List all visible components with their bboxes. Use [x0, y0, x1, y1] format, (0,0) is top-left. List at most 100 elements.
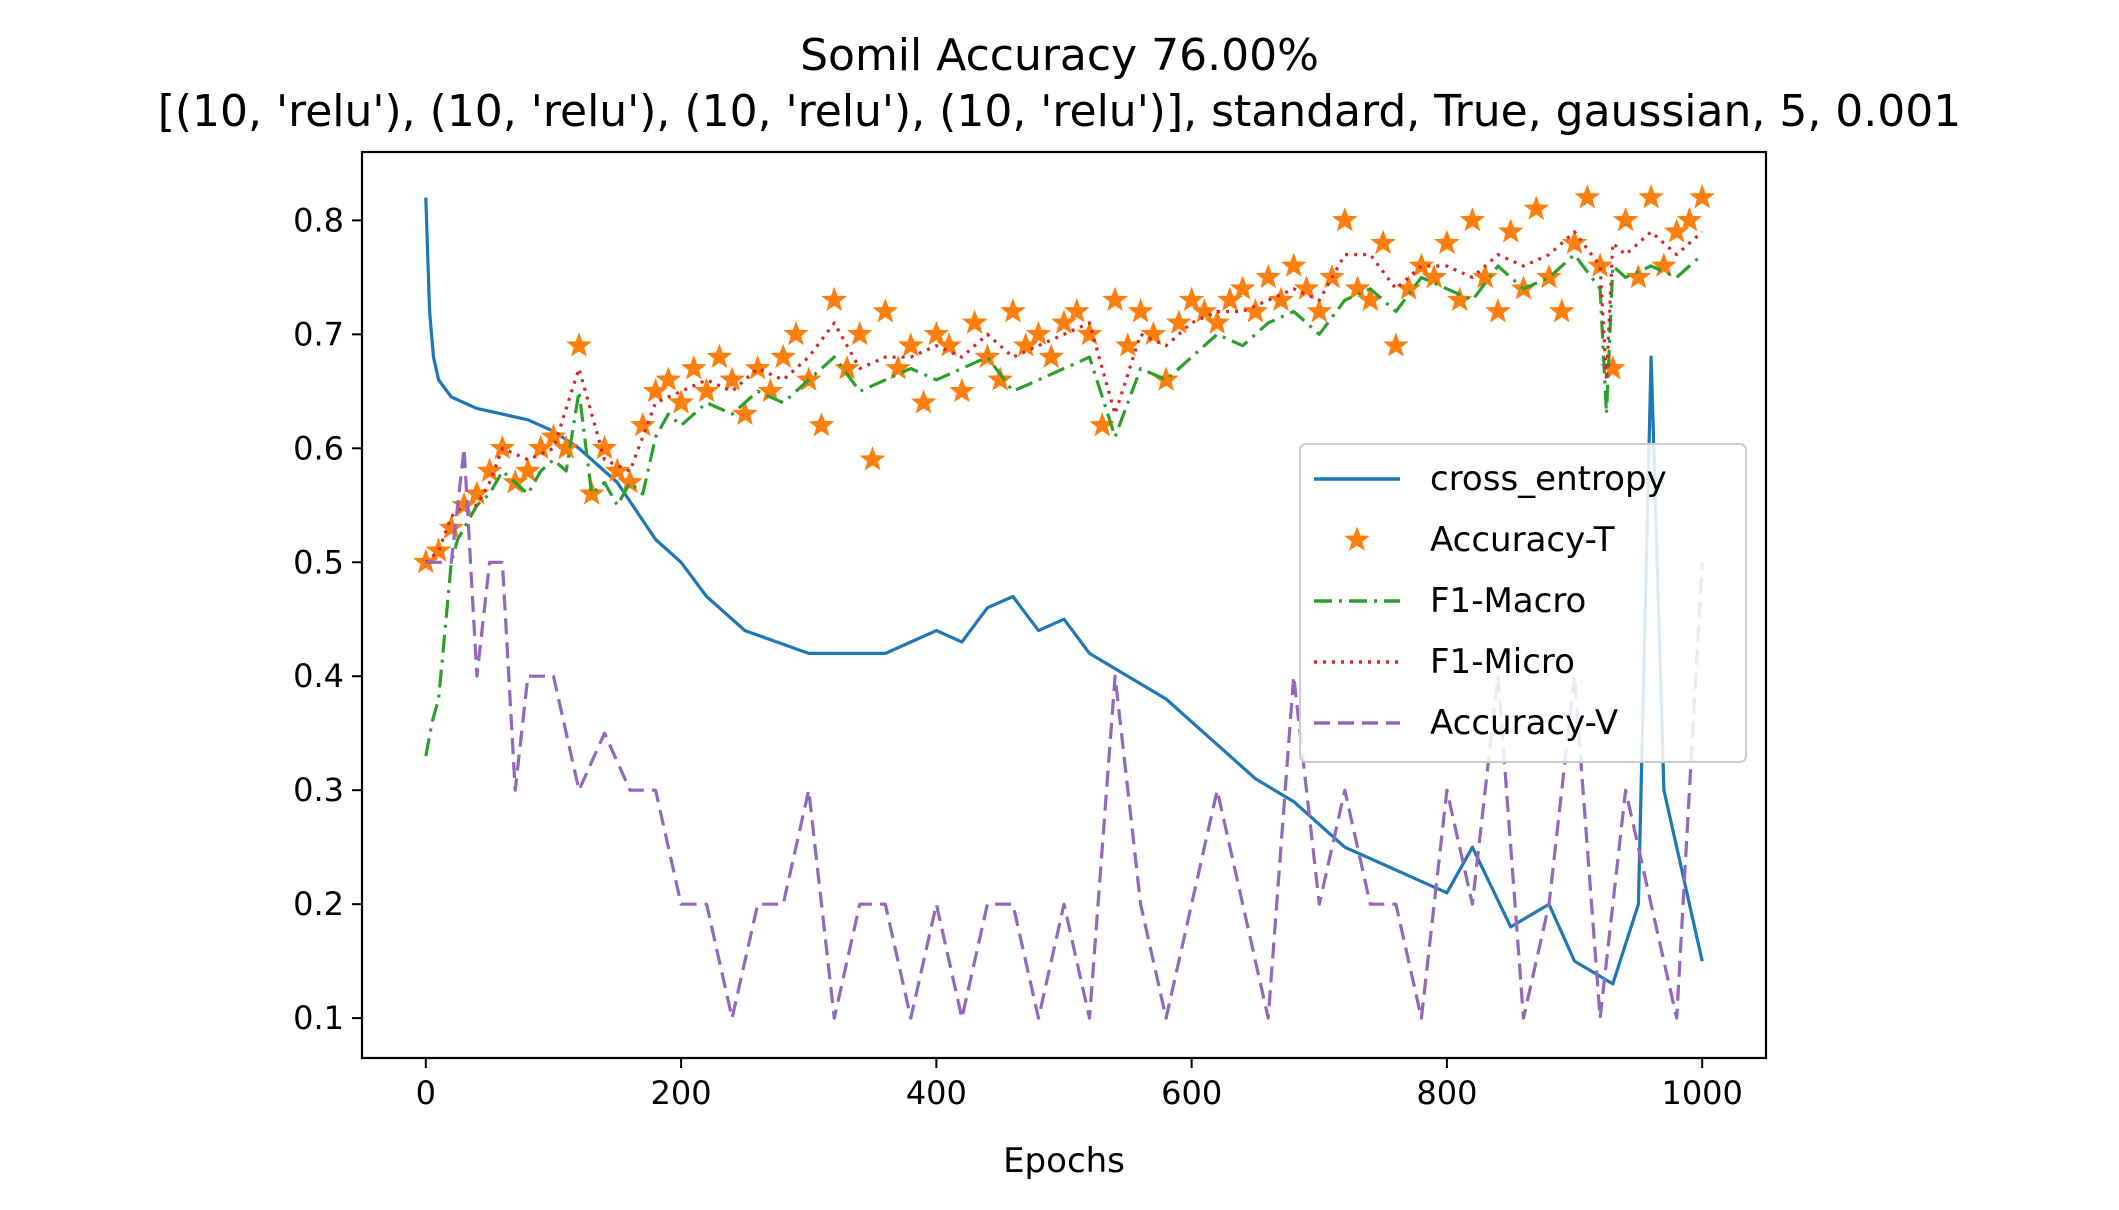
- accuracy-t-point: [1280, 252, 1307, 277]
- accuracy-t-point: [1166, 309, 1192, 334]
- accuracy-t-point: [1344, 275, 1371, 300]
- accuracy-t-point: [1651, 252, 1677, 277]
- accuracy-t-point: [1038, 343, 1064, 368]
- y-tick-label: 0.5: [293, 543, 344, 581]
- accuracy-t-point: [1446, 286, 1473, 312]
- accuracy-t-point: [681, 355, 707, 380]
- accuracy-t-point: [885, 355, 911, 380]
- accuracy-t-point: [1127, 298, 1154, 323]
- accuracy-t-point: [566, 332, 592, 357]
- accuracy-t-point: [604, 457, 631, 482]
- accuracy-t-point: [464, 480, 490, 505]
- accuracy-t-point: [808, 412, 835, 437]
- accuracy-t-point: [1255, 263, 1281, 289]
- accuracy-t-point: [617, 469, 643, 494]
- accuracy-t-point: [1140, 320, 1167, 346]
- accuracy-t-point: [553, 434, 579, 460]
- legend-item: cross_entropy: [1314, 459, 1667, 499]
- accuracy-t-point: [1383, 332, 1409, 357]
- accuracy-t-point: [1242, 298, 1269, 323]
- accuracy-t-point: [1293, 275, 1320, 300]
- legend-item: Accuracy-V: [1314, 703, 1618, 743]
- accuracy-t-point: [1115, 332, 1141, 357]
- accuracy-t-point: [1421, 263, 1447, 289]
- accuracy-t-point: [821, 286, 848, 312]
- accuracy-t-point: [655, 366, 682, 391]
- accuracy-t-point: [1306, 298, 1333, 323]
- x-tick-label: 400: [906, 1074, 967, 1112]
- legend-label: cross_entropy: [1430, 459, 1667, 499]
- legend-item: Accuracy-T: [1344, 520, 1615, 560]
- accuracy-t-point: [1025, 320, 1052, 346]
- accuracy-t-point: [898, 332, 924, 357]
- series-f1-macro: [424, 253, 1704, 757]
- accuracy-t-point: [438, 514, 465, 539]
- accuracy-t-point: [987, 366, 1013, 391]
- axis-layer: 0 200 400 600 800 1000 0.1 0.2 0.3 0.4 0.5 0.6 0.7 0.…: [293, 201, 1743, 1112]
- accuracy-t-point: [476, 457, 503, 482]
- accuracy-t-point: [1497, 218, 1524, 243]
- accuracy-t-point: [1689, 184, 1715, 209]
- accuracy-t-point: [693, 377, 720, 403]
- legend: cross_entropy Accuracy-T F1-Macro F1-Micro A…: [1299, 443, 1747, 763]
- accuracy-t-point: [795, 366, 822, 391]
- accuracy-t-point: [591, 434, 618, 460]
- accuracy-t-point: [1459, 206, 1486, 232]
- accuracy-t-point: [1332, 206, 1358, 232]
- legend-label: Accuracy-T: [1430, 520, 1615, 560]
- accuracy-t-point: [770, 343, 796, 368]
- accuracy-t-point: [1561, 229, 1588, 255]
- x-tick-label: 200: [651, 1074, 712, 1112]
- y-tick-label: 0.2: [293, 885, 344, 923]
- accuracy-t-point: [744, 355, 771, 380]
- accuracy-t-point: [872, 298, 899, 323]
- accuracy-t-point: [1434, 229, 1460, 255]
- accuracy-t-point: [1370, 229, 1396, 255]
- accuracy-t-point: [1587, 252, 1613, 277]
- accuracy-t-point: [540, 423, 567, 448]
- y-tick-label: 0.3: [293, 771, 344, 809]
- y-tick-label: 0.6: [293, 429, 344, 467]
- legend-box: [1299, 443, 1747, 763]
- legend-label: F1-Macro: [1430, 581, 1586, 621]
- accuracy-t-point: [1395, 275, 1422, 300]
- chart-subtitle: [(10, 'relu'), (10, 'relu'), (10, 'relu'…: [157, 86, 1962, 137]
- accuracy-t-point: [1408, 252, 1435, 277]
- y-tick-label: 0.8: [293, 201, 344, 239]
- accuracy-t-point: [1153, 366, 1179, 391]
- x-tick-label: 600: [1161, 1074, 1222, 1112]
- accuracy-t-point: [1676, 206, 1703, 232]
- accuracy-t-point: [1574, 184, 1601, 209]
- accuracy-t-point: [1076, 320, 1103, 346]
- accuracy-t-point: [719, 366, 745, 391]
- legend-marker: [1344, 526, 1370, 551]
- accuracy-t-point: [1523, 195, 1550, 220]
- accuracy-t-point: [630, 412, 656, 437]
- legend-item: F1-Micro: [1314, 642, 1575, 682]
- series-layer: [413, 184, 1715, 1020]
- accuracy-t-point: [1102, 286, 1128, 312]
- y-tick-label: 0.7: [293, 315, 344, 353]
- accuracy-t-point: [515, 457, 541, 482]
- accuracy-t-point: [1536, 263, 1562, 289]
- accuracy-t-point: [949, 377, 975, 403]
- accuracy-t-point: [1485, 298, 1511, 323]
- series-line: [424, 253, 1704, 757]
- accuracy-t-point: [668, 389, 694, 414]
- accuracy-t-point: [974, 343, 1001, 368]
- accuracy-t-point: [936, 332, 962, 357]
- accuracy-t-point: [1191, 298, 1218, 323]
- accuracy-t-point: [961, 309, 988, 334]
- accuracy-t-point: [1204, 309, 1230, 334]
- series-accuracy-v: [425, 446, 1704, 1020]
- accuracy-t-point: [1000, 298, 1026, 323]
- legend-label: F1-Micro: [1430, 642, 1575, 682]
- accuracy-t-point: [847, 320, 873, 346]
- accuracy-t-point: [783, 320, 809, 346]
- accuracy-t-point: [578, 480, 605, 505]
- y-tick-label: 0.1: [293, 999, 344, 1037]
- accuracy-t-point: [1625, 263, 1652, 289]
- legend-item: F1-Macro: [1314, 581, 1586, 621]
